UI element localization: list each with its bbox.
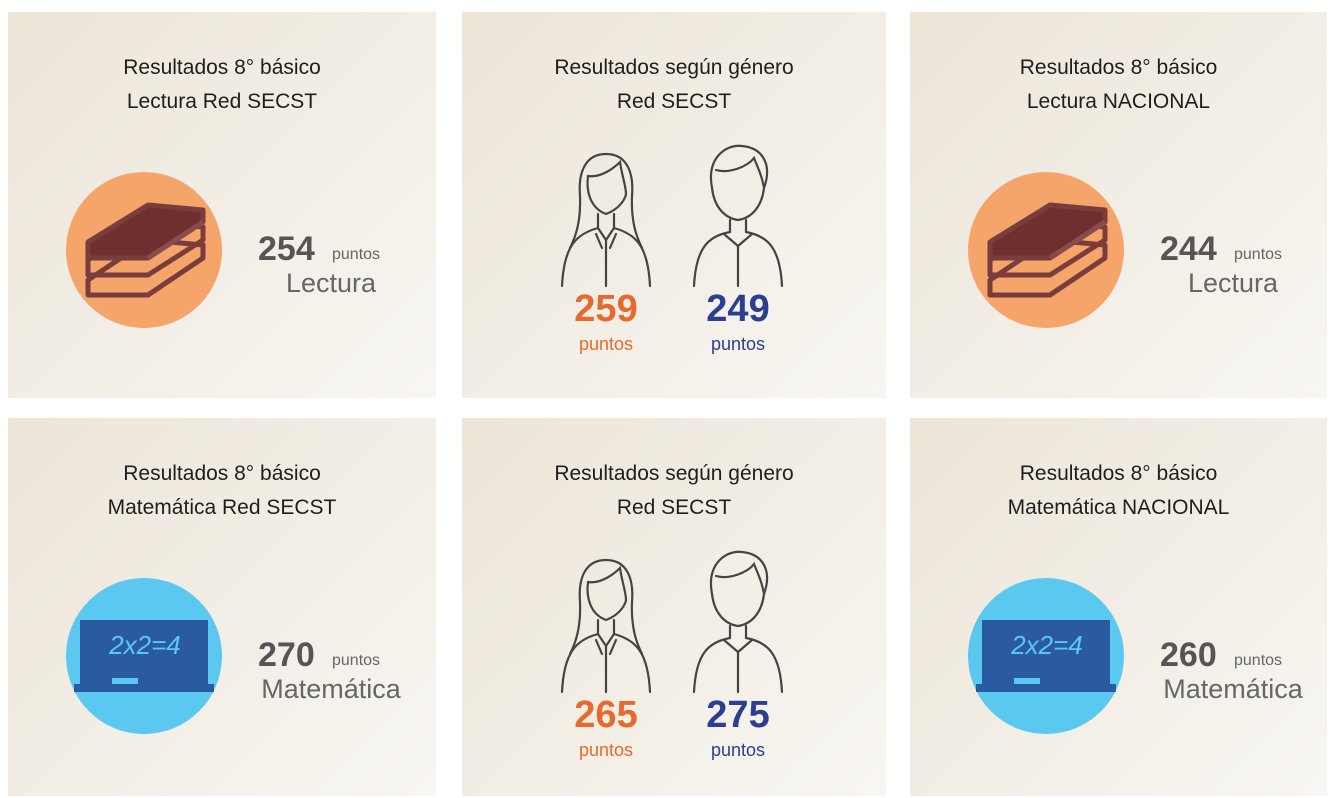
subject: Matemática	[236, 674, 426, 705]
card: Resultados 8° básico Lectura Red SECST 25…	[8, 12, 436, 398]
card-title: Resultados 8° básico	[8, 462, 436, 486]
card: Resultados 8° básico Matemática NACIONAL 2…	[910, 418, 1327, 796]
subject: Lectura	[1138, 268, 1327, 299]
icon-circle	[66, 172, 222, 328]
female-score: 265	[546, 694, 666, 737]
card-title: Red SECST	[462, 496, 886, 520]
score: 244	[1160, 230, 1217, 269]
score: 254	[258, 230, 315, 269]
male-unit: puntos	[678, 740, 798, 761]
card-title: Red SECST	[462, 90, 886, 114]
female-icon	[556, 542, 656, 694]
card-title: Resultados 8° básico	[8, 56, 436, 80]
female-score: 259	[546, 288, 666, 331]
score-unit: puntos	[332, 652, 380, 670]
score-unit: puntos	[1234, 246, 1282, 264]
card-title: Lectura NACIONAL	[910, 90, 1327, 114]
icon-circle: 2x2=4	[968, 578, 1124, 734]
card: Resultados 8° básico Matemática Red SECST…	[8, 418, 436, 796]
card: Resultados según género Red SECST 259 punt…	[462, 12, 886, 398]
card-title: Matemática NACIONAL	[910, 496, 1327, 520]
female-unit: puntos	[546, 740, 666, 761]
male-icon	[688, 136, 788, 288]
card-title: Resultados 8° básico	[910, 56, 1327, 80]
card-title: Resultados 8° básico	[910, 462, 1327, 486]
female-unit: puntos	[546, 334, 666, 355]
card-title: Resultados según género	[462, 56, 886, 80]
card-title: Lectura Red SECST	[8, 90, 436, 114]
page: Resultados 8° básico Lectura Red SECST 25…	[0, 0, 1335, 798]
subject: Matemática	[1138, 674, 1327, 705]
score-unit: puntos	[1234, 652, 1282, 670]
score: 270	[258, 636, 315, 675]
book-icon	[980, 200, 1115, 300]
female-icon	[556, 136, 656, 288]
board-text: 2x2=4	[80, 630, 210, 661]
male-score: 249	[678, 288, 798, 331]
male-icon	[688, 542, 788, 694]
score: 260	[1160, 636, 1217, 675]
subject: Lectura	[236, 268, 426, 299]
male-score: 275	[678, 694, 798, 737]
score-unit: puntos	[332, 246, 380, 264]
card-title: Resultados según género	[462, 462, 886, 486]
card: Resultados según género Red SECST 265 punt…	[462, 418, 886, 796]
icon-circle: 2x2=4	[66, 578, 222, 734]
male-unit: puntos	[678, 334, 798, 355]
card-title: Matemática Red SECST	[8, 496, 436, 520]
board-text: 2x2=4	[982, 630, 1112, 661]
icon-circle	[968, 172, 1124, 328]
card: Resultados 8° básico Lectura NACIONAL 244…	[910, 12, 1327, 398]
book-icon	[78, 200, 213, 300]
